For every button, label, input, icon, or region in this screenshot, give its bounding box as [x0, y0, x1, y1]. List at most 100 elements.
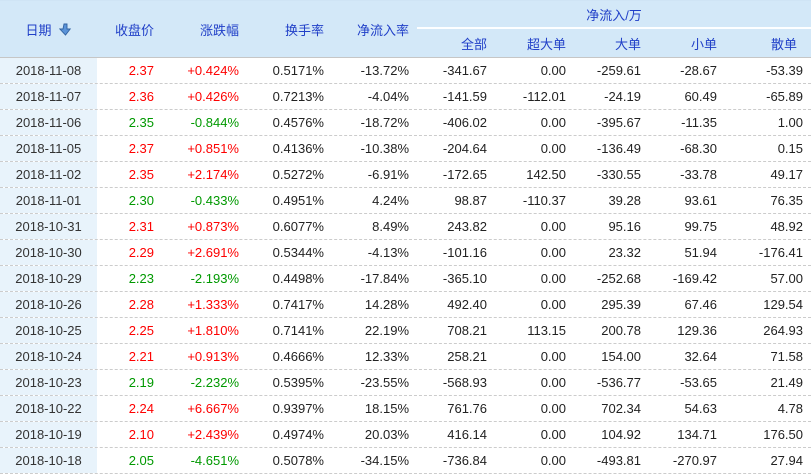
cell-inflow-large: 200.78 [601, 323, 641, 338]
col-header-close: 收盘价 [114, 22, 154, 38]
cell-inflow-all: -172.65 [442, 167, 487, 182]
cell-close-price: 2.37 [128, 63, 154, 78]
col-header-inflow-rate: 净流入率 [356, 22, 409, 38]
cell-inflow-all: -101.16 [442, 245, 487, 260]
cell-close-price: 2.28 [128, 297, 154, 312]
cell-turnover-rate: 0.4951% [272, 193, 324, 208]
cell-inflow-large: 295.39 [601, 297, 641, 312]
cell-date: 2018-11-06 [0, 110, 97, 135]
table-row: 2018-10-26 2.28 +1.333% 0.7417% 14.28% 4… [0, 292, 811, 318]
cell-inflow-rate: -17.84% [360, 271, 409, 286]
cell-inflow-rate: -34.15% [360, 453, 409, 468]
table-row: 2018-11-08 2.37 +0.424% 0.5171% -13.72% … [0, 58, 811, 84]
cell-inflow-retail: -53.39 [766, 63, 803, 78]
cell-inflow-super-large: 0.00 [540, 375, 566, 390]
cell-inflow-rate: 4.24% [372, 193, 409, 208]
cell-close-price: 2.25 [128, 323, 154, 338]
cell-close-price: 2.05 [128, 453, 154, 468]
cell-inflow-small: 32.64 [684, 349, 717, 364]
cell-inflow-retail: 27.94 [770, 453, 803, 468]
cell-inflow-rate: 20.03% [364, 427, 409, 442]
cell-date: 2018-10-29 [0, 266, 97, 291]
cell-inflow-large: -330.55 [596, 167, 641, 182]
cell-inflow-large: 23.32 [608, 245, 641, 260]
cell-turnover-rate: 0.5171% [272, 63, 324, 78]
table-row: 2018-10-24 2.21 +0.913% 0.4666% 12.33% 2… [0, 344, 811, 370]
cell-close-price: 2.35 [128, 115, 154, 130]
cell-inflow-retail: 21.49 [770, 375, 803, 390]
col-header-inflow-small: 小单 [690, 36, 717, 52]
cell-inflow-super-large: 0.00 [540, 349, 566, 364]
cell-inflow-all: -365.10 [442, 271, 487, 286]
cell-inflow-super-large: 0.00 [540, 427, 566, 442]
cell-inflow-rate: 8.49% [372, 219, 409, 234]
cell-inflow-large: 39.28 [608, 193, 641, 208]
cell-inflow-super-large: 0.00 [540, 271, 566, 286]
cell-inflow-rate: 14.28% [364, 297, 409, 312]
table-row: 2018-11-06 2.35 -0.844% 0.4576% -18.72% … [0, 110, 811, 136]
cell-date: 2018-11-01 [0, 188, 97, 213]
cell-change-pct: +6.667% [187, 401, 239, 416]
col-header-date[interactable]: 日期 [0, 1, 97, 57]
cell-inflow-large: -395.67 [596, 115, 641, 130]
table-header: 日期 收盘价 涨跌幅 换手率 净流入率 净流入/万 全部 超大单 大单 小单 散… [0, 1, 811, 58]
cell-change-pct: -4.651% [190, 453, 239, 468]
table-row: 2018-10-19 2.10 +2.439% 0.4974% 20.03% 4… [0, 422, 811, 448]
table-row: 2018-11-02 2.35 +2.174% 0.5272% -6.91% -… [0, 162, 811, 188]
cell-change-pct: +0.424% [187, 63, 239, 78]
cell-change-pct: -2.232% [190, 375, 239, 390]
cell-inflow-all: -141.59 [442, 89, 487, 104]
cell-inflow-small: -28.67 [680, 63, 717, 78]
cell-inflow-retail: 76.35 [770, 193, 803, 208]
cell-date: 2018-10-22 [0, 396, 97, 421]
cell-date: 2018-10-18 [0, 448, 97, 473]
cell-inflow-small: -68.30 [680, 141, 717, 156]
cell-inflow-large: 95.16 [608, 219, 641, 234]
cell-change-pct: -0.844% [190, 115, 239, 130]
cell-inflow-all: 243.82 [447, 219, 487, 234]
cell-inflow-super-large: 0.00 [540, 219, 566, 234]
cell-change-pct: +2.174% [187, 167, 239, 182]
table-row: 2018-10-29 2.23 -2.193% 0.4498% -17.84% … [0, 266, 811, 292]
cell-date: 2018-10-19 [0, 422, 97, 447]
cell-inflow-small: -33.78 [680, 167, 717, 182]
cell-turnover-rate: 0.7141% [272, 323, 324, 338]
cell-change-pct: +2.691% [187, 245, 239, 260]
cell-close-price: 2.29 [128, 245, 154, 260]
cell-inflow-super-large: 142.50 [526, 167, 566, 182]
cell-inflow-small: 54.63 [684, 401, 717, 416]
cell-inflow-retail: 71.58 [770, 349, 803, 364]
cell-inflow-all: -406.02 [442, 115, 487, 130]
cell-inflow-retail: -176.41 [758, 245, 803, 260]
cell-turnover-rate: 0.5078% [272, 453, 324, 468]
group-header-net-inflow: 净流入/万 [417, 1, 811, 29]
cell-inflow-retail: 57.00 [770, 271, 803, 286]
cell-date: 2018-11-05 [0, 136, 97, 161]
cell-inflow-all: 98.87 [454, 193, 487, 208]
cell-date: 2018-10-23 [0, 370, 97, 395]
cell-close-price: 2.36 [128, 89, 154, 104]
cell-inflow-rate: -10.38% [360, 141, 409, 156]
col-header-inflow-large: 大单 [614, 36, 641, 52]
table-body: 2018-11-08 2.37 +0.424% 0.5171% -13.72% … [0, 58, 811, 474]
table-row: 2018-10-30 2.29 +2.691% 0.5344% -4.13% -… [0, 240, 811, 266]
cell-inflow-large: -259.61 [596, 63, 641, 78]
cell-turnover-rate: 0.7417% [272, 297, 324, 312]
table-row: 2018-10-23 2.19 -2.232% 0.5395% -23.55% … [0, 370, 811, 396]
cell-inflow-large: -136.49 [596, 141, 641, 156]
cell-turnover-rate: 0.4974% [272, 427, 324, 442]
cell-inflow-retail: 0.15 [777, 141, 803, 156]
cell-date: 2018-10-26 [0, 292, 97, 317]
header-inflow-group: 净流入/万 全部 超大单 大单 小单 散单 [417, 1, 811, 57]
cell-inflow-small: 99.75 [684, 219, 717, 234]
cell-close-price: 2.21 [128, 349, 154, 364]
cell-inflow-large: 104.92 [601, 427, 641, 442]
cell-close-price: 2.19 [128, 375, 154, 390]
cell-date: 2018-11-07 [0, 84, 97, 109]
cell-inflow-small: -53.65 [680, 375, 717, 390]
cell-inflow-rate: -18.72% [360, 115, 409, 130]
cell-date: 2018-10-24 [0, 344, 97, 369]
cell-inflow-retail: -65.89 [766, 89, 803, 104]
cell-turnover-rate: 0.4136% [272, 141, 324, 156]
cell-inflow-rate: 22.19% [364, 323, 409, 338]
